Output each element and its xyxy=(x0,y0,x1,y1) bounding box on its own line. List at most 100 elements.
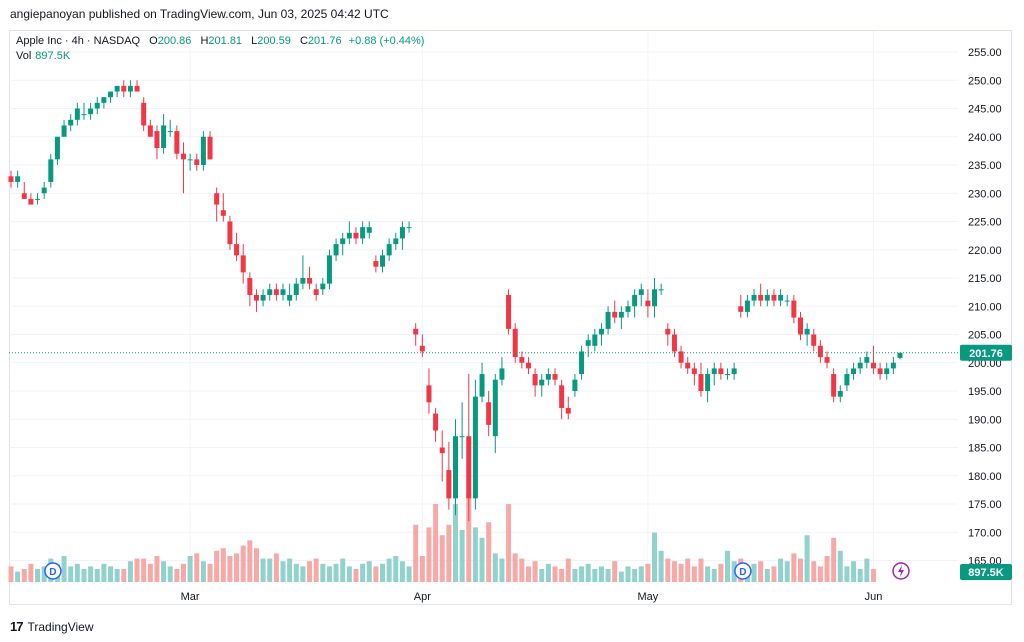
volume-bar xyxy=(592,569,598,582)
candle xyxy=(240,244,246,284)
candle xyxy=(545,368,551,386)
candle xyxy=(399,221,405,250)
candle xyxy=(778,289,784,307)
candle xyxy=(121,80,127,98)
candle xyxy=(234,232,240,262)
svg-text:201.76: 201.76 xyxy=(969,348,1003,360)
volume-bar xyxy=(41,566,47,582)
volume-bar xyxy=(605,569,611,582)
candle xyxy=(320,278,326,295)
volume-bar xyxy=(791,553,797,582)
candle xyxy=(744,294,750,318)
candle xyxy=(492,374,498,454)
volume-bar xyxy=(161,561,167,582)
footer-branding[interactable]: 17 TradingView xyxy=(10,619,94,634)
volume-bar xyxy=(154,556,160,582)
volume-bar xyxy=(691,566,697,582)
volume-bar xyxy=(711,569,717,582)
candle xyxy=(764,289,770,307)
volume-bar xyxy=(764,569,770,582)
volume-bar xyxy=(108,566,114,582)
volume-bar xyxy=(851,561,857,582)
candle xyxy=(665,323,671,346)
candle xyxy=(293,278,299,301)
candle xyxy=(671,328,677,358)
volume-bar xyxy=(399,561,405,582)
candle xyxy=(506,289,512,335)
candle xyxy=(605,306,611,335)
volume-bar xyxy=(127,561,133,582)
volume-bar xyxy=(506,504,512,582)
grid xyxy=(9,31,958,584)
volume-bar xyxy=(167,566,173,582)
low-label: L xyxy=(251,35,258,47)
candle xyxy=(247,272,253,307)
volume-bar xyxy=(565,558,571,582)
volume-bar xyxy=(811,561,817,582)
candle xyxy=(386,238,392,262)
volume-bar xyxy=(333,563,339,582)
candle xyxy=(194,153,200,171)
volume-bar xyxy=(625,566,631,582)
candle xyxy=(419,334,425,358)
volume-bar xyxy=(539,569,545,582)
candle xyxy=(154,125,160,160)
candle xyxy=(61,119,67,137)
axis-badges: 201.76 897.5K xyxy=(960,344,1012,580)
volume-bar xyxy=(797,558,803,582)
candle xyxy=(758,283,764,307)
volume-bar xyxy=(579,566,585,582)
volume-bar xyxy=(585,563,591,582)
candle xyxy=(346,221,352,245)
candle xyxy=(8,170,14,188)
candle xyxy=(897,352,903,360)
symbol-name[interactable]: Apple Inc · 4h · NASDAQ xyxy=(16,35,141,47)
candle xyxy=(539,374,545,397)
y-tick-label: 215.00 xyxy=(968,273,1002,285)
volume-bar xyxy=(413,524,419,582)
candle xyxy=(220,193,226,222)
volume-bar xyxy=(293,563,299,582)
candle xyxy=(512,323,518,363)
candle xyxy=(459,402,465,459)
volume-bar xyxy=(393,556,399,582)
candle xyxy=(652,278,658,318)
volume-bar xyxy=(121,569,127,582)
volume-bar xyxy=(705,566,711,582)
volume-bar xyxy=(220,548,226,582)
volume-bar xyxy=(572,569,578,582)
last-volume-badge: 897.5K xyxy=(960,564,1012,580)
volume-bar xyxy=(247,540,253,582)
candle xyxy=(638,283,644,307)
volume-bar xyxy=(638,566,644,582)
dividend-marker: D xyxy=(44,562,62,580)
candle xyxy=(486,391,492,437)
volume-bar xyxy=(35,569,41,582)
candle xyxy=(54,136,60,165)
candle xyxy=(685,357,691,375)
volume-bar xyxy=(492,553,498,582)
candle xyxy=(333,238,339,262)
candle xyxy=(711,362,717,386)
volume-bar xyxy=(486,522,492,582)
candle xyxy=(267,283,273,301)
candle xyxy=(499,357,505,386)
volume-bar xyxy=(751,563,757,582)
candle xyxy=(738,294,744,318)
candle xyxy=(797,311,803,341)
volume-bar xyxy=(61,556,67,582)
y-tick-label: 180.00 xyxy=(968,471,1002,483)
volume-bar xyxy=(525,566,531,582)
volume-bar xyxy=(94,569,100,582)
volume-bar xyxy=(837,550,843,582)
candle xyxy=(141,97,147,132)
volume-bar xyxy=(771,566,777,582)
candle xyxy=(831,368,837,403)
candle xyxy=(433,407,439,442)
high-label: H xyxy=(200,35,209,47)
volume-bar xyxy=(532,561,538,582)
candle xyxy=(532,368,538,397)
candle xyxy=(174,125,180,160)
candle xyxy=(167,119,173,137)
